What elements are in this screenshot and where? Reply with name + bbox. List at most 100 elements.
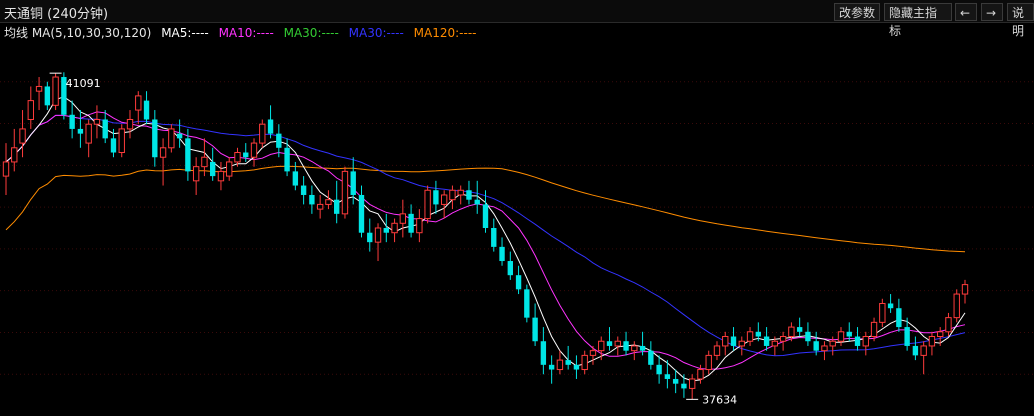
candle-body-up [35,85,43,92]
candle-body-down [763,336,770,346]
candle-body-down [358,194,365,233]
candle-body-down [805,331,811,342]
candle-body-down [334,199,340,214]
candle-body-up [93,118,101,125]
candle-body-up [870,321,878,338]
candle-body-down [276,133,282,148]
candle-body-up [688,378,696,389]
candle-body-up [399,213,407,224]
candle-body-up [2,161,10,177]
candle-body-down [672,378,679,384]
candle-body-up [449,189,456,201]
candle-body-down [110,138,117,153]
candle-body-up [374,227,382,243]
legend-ma120: MA120:---- [413,26,477,40]
candle-body-down [300,185,307,195]
candle-body-up [953,293,960,319]
candle-body-up [135,95,142,111]
candle-body-down [796,327,803,332]
candle-body-up [722,336,729,347]
legend-ma30b: MA30:---- [348,26,404,40]
candlestick-chart[interactable]: 41091 37634 [0,40,1034,416]
candle-body-down [854,336,861,346]
candle-body-down [540,341,547,365]
candle-body-up [201,156,208,168]
candle-body-down [350,171,356,195]
candle-body-up [589,350,597,356]
candle-body-up [697,369,704,380]
candle-body-down [152,119,158,158]
candle-body-down [623,341,629,351]
candle-body-up [316,203,324,210]
candle-body-up [614,340,621,347]
candle-body-down [606,341,613,346]
candle-body-down [507,261,513,276]
candle-body-down [904,327,910,346]
candle-body-down [912,345,919,356]
candle-body-up [19,128,26,144]
candle-body-up [52,76,59,106]
legend-ma10: MA10:---- [218,26,274,40]
edit-params-button[interactable]: 改参数 [834,3,880,21]
candle-body-down [896,308,902,328]
candle-body-up [325,199,332,205]
candle-body-down [292,171,299,186]
candle-body-up [556,359,564,371]
candle-body-up [259,123,266,144]
candle-body-up [713,345,721,356]
candle-body-up [631,345,638,352]
candle-body-up [217,170,225,182]
candle-body-up [250,142,258,158]
candle-body-up [192,166,200,182]
arrow-left-icon[interactable]: ← [955,3,977,21]
hide-main-indicator-button[interactable]: 隐藏主指标 [884,3,952,38]
candle-body-down [367,232,373,243]
candle-body-down [408,213,414,233]
legend-prefix: 均线 MA(5,10,30,30,120) [4,26,152,40]
min-price-label: 37634 [702,393,737,406]
candle-body-down [755,331,762,337]
legend-ma5: MA5:---- [161,26,209,40]
candle-body-down [176,133,183,139]
candle-body-up [126,118,134,130]
candle-body-down [433,190,439,205]
candle-body-up [771,340,779,347]
help-button[interactable]: 说明 [1007,3,1034,38]
candle-body-down [209,161,216,177]
candle-body-up [788,326,795,338]
candle-body-down [846,331,852,337]
candle-body-down [664,374,671,379]
candle-body-down [77,128,84,134]
candle-body-up [11,147,18,163]
candle-body-up [457,189,464,196]
candle-body-down [639,345,646,351]
candle-body-up [738,340,745,347]
candle-body-down [681,383,687,389]
candle-body-up [581,354,588,371]
candle-body-down [474,199,480,205]
candle-body-up [920,345,927,356]
candle-body-up [746,331,754,342]
candle-body-down [532,317,538,342]
candle-body-up [937,331,944,338]
candle-body-up [118,128,125,154]
candle-body-down [44,86,51,106]
candle-body-down [482,204,489,228]
legend-ma30a: MA30:---- [283,26,339,40]
arrow-right-icon[interactable]: → [981,3,1003,21]
candle-body-up [829,340,836,347]
ma-legend: 均线 MA(5,10,30,30,120) MA5:---- MA10:----… [4,24,483,40]
chart-title: 天通铜 (240分钟) [4,7,109,22]
ma30-line [5,114,966,357]
candle-body-down [309,194,315,205]
candle-body-up [821,345,828,352]
candle-body-down [730,336,737,346]
candle-body-up [341,170,349,215]
candle-body-up [27,100,34,120]
candle-body-up [837,331,845,342]
candle-body-down [69,114,75,129]
candle-body-down [656,364,662,375]
candle-body-up [424,189,431,220]
max-price-label: 41091 [66,77,101,90]
candle-body-up [862,336,869,347]
